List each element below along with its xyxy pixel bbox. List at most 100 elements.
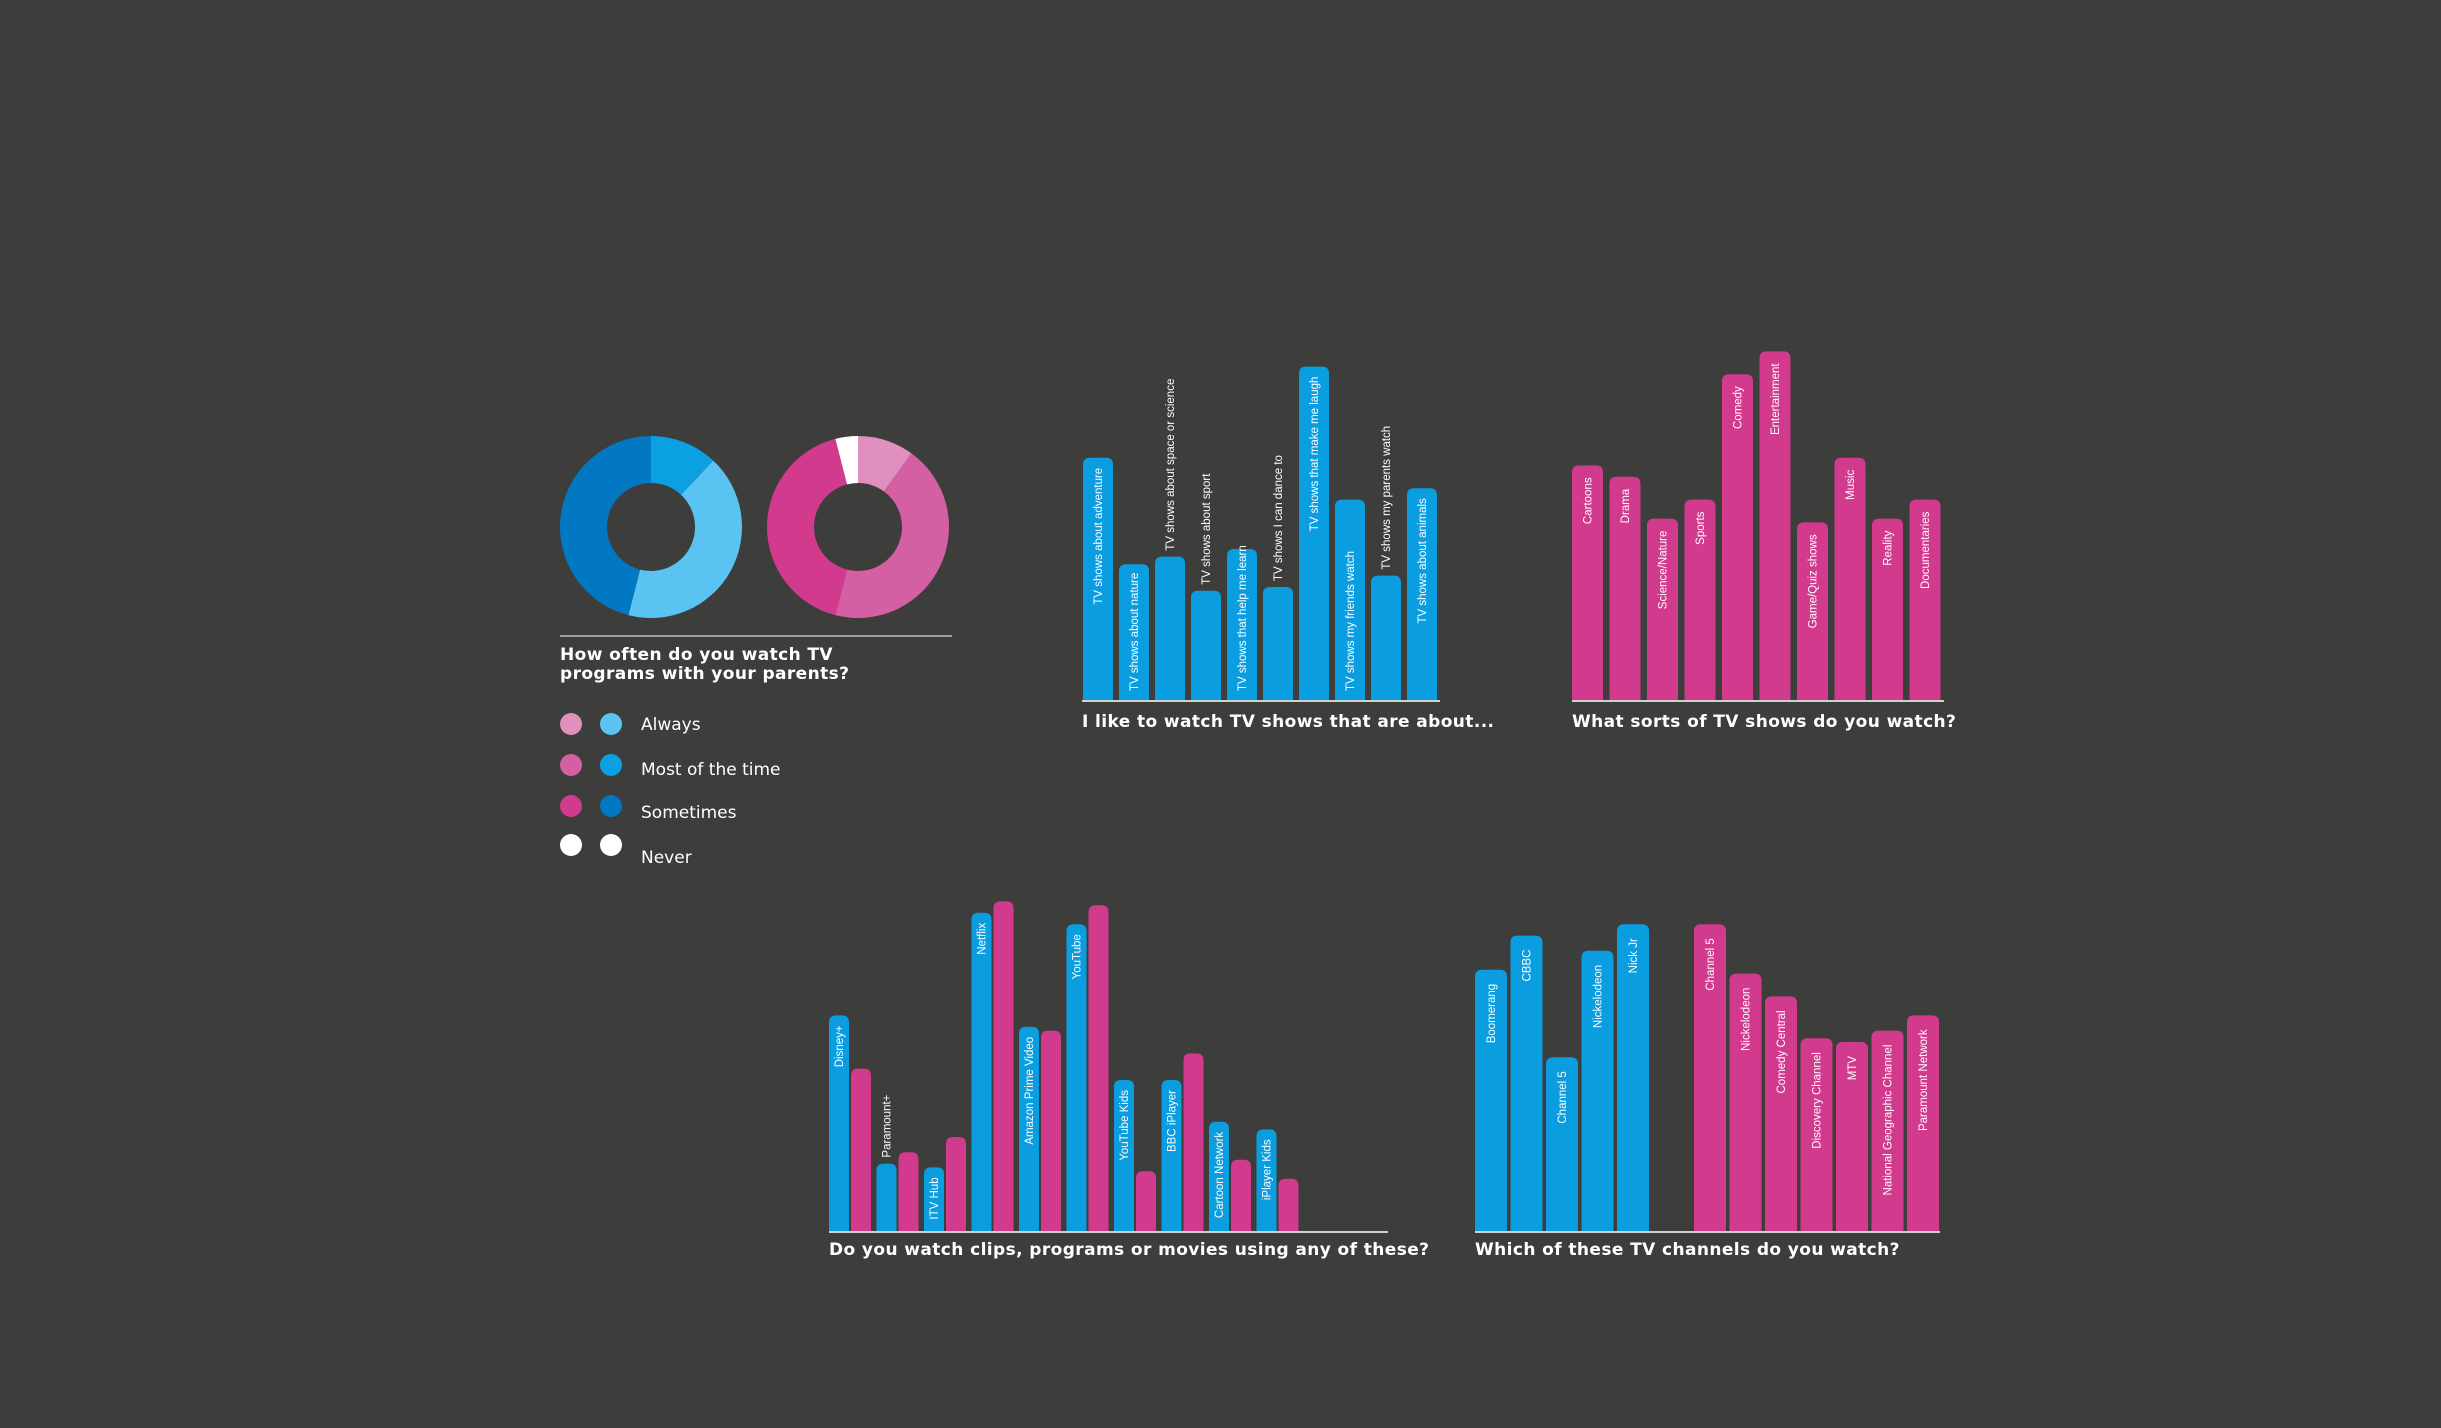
pink-donut-slice-sometimes [766, 438, 848, 616]
sorts-bar-5 [1759, 351, 1791, 701]
clips-bar-blue-2 [924, 1167, 944, 1232]
sorts-bar-4-label: Comedy [1733, 386, 1745, 429]
sorts-bar-1 [1609, 476, 1641, 701]
about-bar-0 [1083, 457, 1113, 701]
clips-bar-pink-0 [851, 1068, 871, 1232]
channels-bar-blue-3-label: Nickelodeon [1593, 965, 1605, 1028]
sorts-bar-3-label: Sports [1695, 511, 1707, 544]
clips-bar-blue-7 [1161, 1080, 1182, 1232]
clips-bar-pink-1 [898, 1152, 919, 1232]
about-bar-2 [1155, 556, 1185, 701]
sorts-bar-6-label: Game/Quiz shows [1808, 534, 1820, 628]
pink-donut-slice-always [858, 436, 912, 492]
channels-chart-title: Which of these TV channels do you watch? [1475, 1240, 1900, 1260]
clips-bar-blue-1-label: Paramount+ [882, 1094, 894, 1157]
clips-bar-blue-7-label: BBC iPlayer [1167, 1090, 1179, 1152]
channels-bar-blue-4 [1617, 924, 1649, 1232]
clips-bar-blue-5 [1066, 924, 1087, 1232]
clips-bar-blue-8-label: Cartoon Network [1214, 1132, 1226, 1219]
clips-bar-blue-0-label: Disney+ [834, 1025, 846, 1067]
clips-bar-blue-3-label: Netflix [977, 923, 989, 955]
blue-donut-slice-most-of-the-time [651, 436, 714, 495]
clips-bar-pink-9 [1278, 1178, 1299, 1232]
clips-bar-blue-0 [829, 1015, 849, 1232]
channels-bar-pink-4-label: MTV [1847, 1056, 1859, 1081]
channels-bar-pink-0 [1694, 924, 1726, 1232]
about-bar-9 [1407, 488, 1437, 701]
sorts-bar-1-label: Drama [1620, 488, 1632, 523]
channels-bar-blue-2 [1546, 1057, 1578, 1232]
clips-bar-pink-5 [1088, 905, 1109, 1232]
channels-bar-pink-3-label: Discovery Channel [1812, 1052, 1824, 1149]
about-bar-8-label: TV shows my parents watch [1381, 426, 1393, 570]
clips-bar-blue-5-label: YouTube [1072, 934, 1084, 979]
bar-chart-streaming-services: Disney+ Paramount+ ITV Hub Netflix Amazon Pr… [829, 901, 1299, 1232]
clips-bar-blue-1 [876, 1163, 897, 1232]
legend-swatch-blue-sometimes [600, 795, 622, 817]
clips-bar-pink-2 [946, 1137, 966, 1232]
donut-chart-blue [560, 436, 743, 618]
about-bar-6-label: TV shows that make me laugh [1309, 377, 1321, 532]
channels-bar-pink-2 [1765, 996, 1797, 1232]
about-chart-title: I like to watch TV shows that are about.… [1082, 712, 1494, 732]
clips-bar-blue-9-label: iPlayer Kids [1262, 1139, 1274, 1200]
sorts-bar-8-label: Reality [1883, 530, 1895, 565]
sorts-bar-2 [1647, 518, 1678, 701]
sorts-bar-7-label: Music [1845, 470, 1857, 500]
clips-bar-blue-4 [1019, 1026, 1039, 1232]
about-bar-5-label: TV shows I can dance to [1273, 455, 1285, 581]
bar-chart-sorts-of-shows: Cartoons Drama Science/Nature Sports Comedy E… [1572, 351, 1941, 701]
legend-swatch-pink-most [560, 754, 582, 776]
channels-bar-pink-2-label: Comedy Central [1776, 1010, 1788, 1093]
sorts-bar-6 [1797, 522, 1828, 701]
sorts-bar-0 [1572, 465, 1603, 701]
about-bar-5 [1263, 587, 1293, 701]
blue-donut-slice-always [628, 460, 743, 618]
sorts-bar-3 [1684, 499, 1716, 701]
channels-bar-blue-0-label: Boomerang [1486, 984, 1498, 1043]
sorts-bar-5-label: Entertainment [1770, 363, 1782, 435]
blue-donut-slice-sometimes [560, 436, 651, 616]
channels-bar-blue-3 [1581, 950, 1614, 1232]
clips-bar-blue-2-label: ITV Hub [929, 1177, 941, 1219]
about-bar-1 [1119, 564, 1149, 701]
clips-bar-blue-6-label: YouTube Kids [1119, 1090, 1131, 1161]
channels-bar-pink-5 [1871, 1030, 1904, 1232]
channels-bar-blue-0 [1475, 969, 1507, 1232]
clips-bar-pink-3 [993, 901, 1014, 1232]
clips-bar-blue-3 [971, 912, 992, 1232]
donut-title-line-1: How often do you watch TV [560, 645, 833, 665]
clips-chart-title: Do you watch clips, programs or movies u… [829, 1240, 1429, 1260]
clips-bar-blue-9 [1256, 1129, 1277, 1232]
channels-bar-pink-5-label: National Geographic Channel [1883, 1045, 1895, 1196]
sorts-bar-9 [1909, 499, 1941, 701]
sorts-bar-9-label: Documentaries [1920, 511, 1932, 589]
legend-swatch-pink-never [560, 834, 582, 856]
channels-bar-pink-6-label: Paramount Network [1918, 1029, 1930, 1131]
about-bar-9-label: TV shows about animals [1417, 498, 1429, 624]
channels-bar-pink-1-label: Nickelodeon [1741, 988, 1753, 1051]
donut-legend: Always Most of the time Sometimes Never [560, 713, 781, 868]
bar-chart-shows-about: TV shows about adventure TV shows about n… [1083, 366, 1437, 701]
donut-title-line-2: programs with your parents? [560, 664, 849, 684]
about-bar-3 [1191, 590, 1221, 701]
about-bar-6 [1299, 366, 1329, 701]
clips-bar-pink-4 [1041, 1030, 1061, 1232]
channels-bar-blue-1-label: CBBC [1522, 950, 1534, 982]
about-bar-8 [1371, 575, 1401, 701]
bar-chart-tv-channels: Boomerang CBBC Channel 5 Nickelodeon Nick Jr… [1475, 924, 1939, 1232]
sorts-chart-title: What sorts of TV shows do you watch? [1572, 712, 1956, 732]
clips-bar-blue-8 [1209, 1121, 1229, 1232]
legend-swatch-pink-sometimes [560, 795, 582, 817]
sorts-bar-2-label: Science/Nature [1658, 531, 1670, 610]
clips-bar-pink-6 [1136, 1171, 1156, 1232]
channels-bar-pink-1 [1729, 973, 1762, 1232]
clips-bar-blue-4-label: Amazon Prime Video [1024, 1037, 1036, 1145]
channels-bar-blue-2-label: Channel 5 [1557, 1071, 1569, 1123]
channels-bar-blue-4-label: Nick Jr [1628, 938, 1640, 973]
about-bar-7 [1335, 499, 1365, 701]
sorts-bar-7 [1834, 457, 1866, 701]
legend-swatch-blue-always [600, 713, 622, 735]
sorts-bar-4 [1722, 374, 1753, 701]
